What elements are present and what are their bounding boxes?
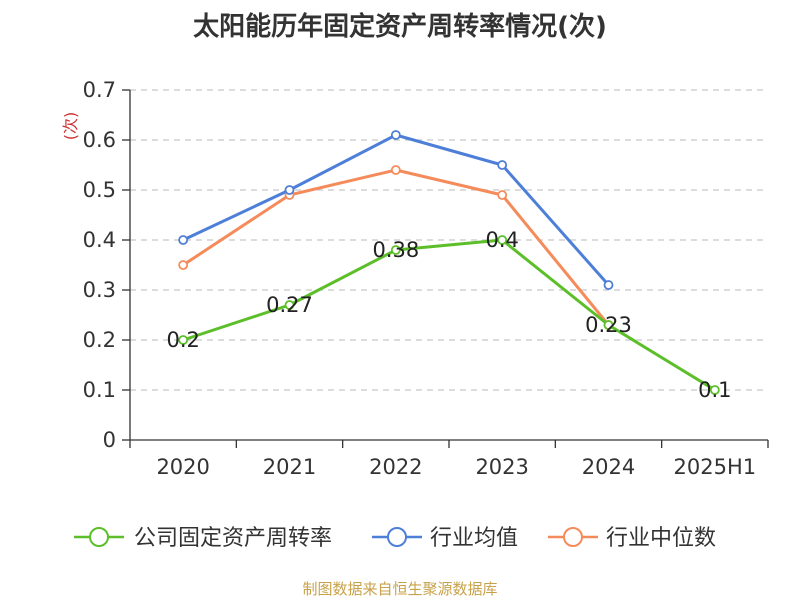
source-note: 制图数据来自恒生聚源数据库 bbox=[302, 580, 498, 598]
legend-label: 行业均值 bbox=[430, 526, 518, 551]
data-label: 0.27 bbox=[266, 293, 313, 317]
data-point bbox=[497, 190, 508, 200]
series-line-0 bbox=[182, 238, 716, 392]
series-line-1 bbox=[182, 133, 610, 286]
data-point bbox=[603, 320, 614, 330]
y-tick-label: 0 bbox=[103, 428, 116, 452]
x-tick-label: 2021 bbox=[263, 455, 316, 479]
legend-marker bbox=[563, 527, 583, 547]
data-point bbox=[284, 300, 295, 310]
data-label: 0.1 bbox=[698, 378, 731, 402]
y-tick-label: 0.7 bbox=[83, 78, 116, 102]
series-points bbox=[178, 130, 720, 395]
data-label: 0.38 bbox=[372, 238, 419, 262]
data-point bbox=[178, 260, 189, 270]
data-label: 0.23 bbox=[585, 313, 632, 337]
x-tick-label: 2025H1 bbox=[674, 455, 757, 479]
grid-lines bbox=[130, 89, 768, 391]
data-point bbox=[284, 185, 295, 195]
chart-title: 太阳能历年固定资产周转率情况(次) bbox=[193, 12, 607, 42]
y-tick-label: 0.1 bbox=[83, 378, 116, 402]
x-tick-label: 2024 bbox=[582, 455, 635, 479]
series-lines bbox=[182, 133, 716, 392]
legend: 公司固定资产周转率 行业均值 行业中位数 bbox=[74, 526, 716, 551]
y-tick-label: 0.6 bbox=[83, 128, 116, 152]
data-point bbox=[178, 335, 189, 345]
legend-item: 行业中位数 bbox=[548, 526, 716, 551]
data-point bbox=[497, 235, 508, 245]
data-point bbox=[603, 280, 614, 290]
y-axis-label: (次) bbox=[61, 112, 80, 141]
y-tick-label: 0.2 bbox=[83, 328, 116, 352]
y-tick-label: 0.4 bbox=[83, 228, 116, 252]
data-labels: 0.2 0.27 0.38 0.4 0.23 0.1 bbox=[166, 228, 731, 402]
legend-marker bbox=[89, 527, 109, 547]
data-point bbox=[390, 245, 401, 255]
legend-label: 行业中位数 bbox=[606, 526, 716, 551]
x-tick-label: 2020 bbox=[156, 455, 209, 479]
data-point bbox=[390, 165, 401, 175]
legend-marker bbox=[387, 527, 407, 547]
legend-label: 公司固定资产周转率 bbox=[134, 526, 332, 551]
y-tick-label: 0.5 bbox=[83, 178, 116, 202]
data-label: 0.4 bbox=[485, 228, 518, 252]
x-tick-label: 2023 bbox=[475, 455, 528, 479]
x-tick-label: 2022 bbox=[369, 455, 422, 479]
y-tick-label: 0.3 bbox=[83, 278, 116, 302]
data-point bbox=[497, 160, 508, 170]
data-label: 0.2 bbox=[166, 328, 199, 352]
legend-item: 公司固定资产周转率 bbox=[74, 526, 332, 551]
data-point bbox=[178, 235, 189, 245]
data-point bbox=[390, 130, 401, 140]
axes: 0 0.1 0.2 0.3 0.4 0.5 0.6 0.7 2020 2021 2022 2023 20… bbox=[61, 78, 769, 479]
legend-item: 行业均值 bbox=[372, 526, 518, 551]
data-point bbox=[709, 385, 720, 395]
